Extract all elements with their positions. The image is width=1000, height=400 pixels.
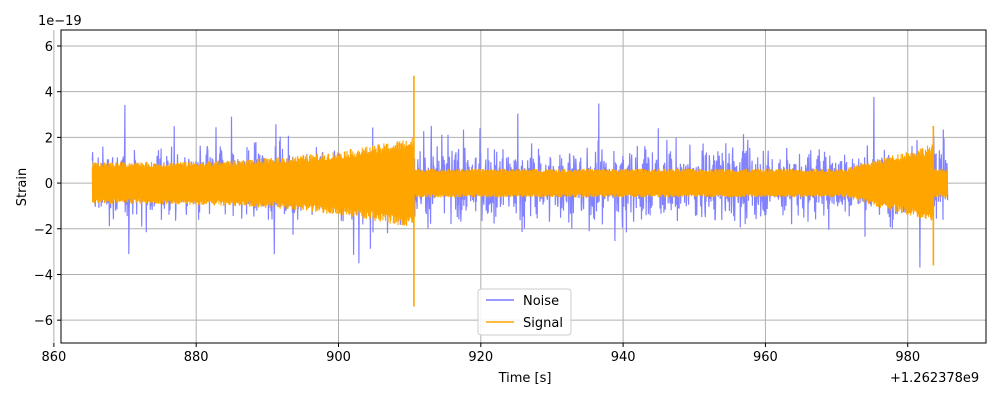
y-tick-label: 6 [45, 40, 53, 55]
signal-line [91, 137, 949, 227]
legend-noise-label: Noise [523, 294, 559, 309]
y-scale-label: 1e−19 [38, 14, 82, 29]
x-tick-label: 900 [326, 350, 351, 365]
plot-frame [60, 29, 987, 344]
x-ticks: 860 880 900 920 940 960 980 [41, 343, 920, 365]
y-ticks: −6 −4 −2 0 2 4 6 [34, 40, 61, 329]
x-tick-label: 880 [184, 350, 209, 365]
y-tick-label: −6 [34, 314, 53, 329]
signal-series [91, 75, 949, 307]
x-tick-label: 960 [753, 350, 778, 365]
y-tick-label: 0 [45, 177, 53, 192]
x-axis-title: Time [s] [498, 371, 552, 386]
y-tick-label: 2 [45, 131, 53, 146]
x-tick-label: 940 [611, 350, 636, 365]
y-tick-label: −2 [34, 223, 53, 238]
x-offset-label: +1.262378e9 [890, 371, 979, 386]
y-tick-label: −4 [34, 268, 53, 283]
legend-signal-label: Signal [523, 316, 563, 331]
y-tick-label: 4 [45, 86, 53, 101]
x-tick-label: 980 [895, 350, 920, 365]
x-tick-label: 860 [41, 350, 66, 365]
x-tick-label: 920 [468, 350, 493, 365]
legend: Noise Signal [477, 288, 572, 336]
y-axis-title: Strain [15, 168, 30, 207]
